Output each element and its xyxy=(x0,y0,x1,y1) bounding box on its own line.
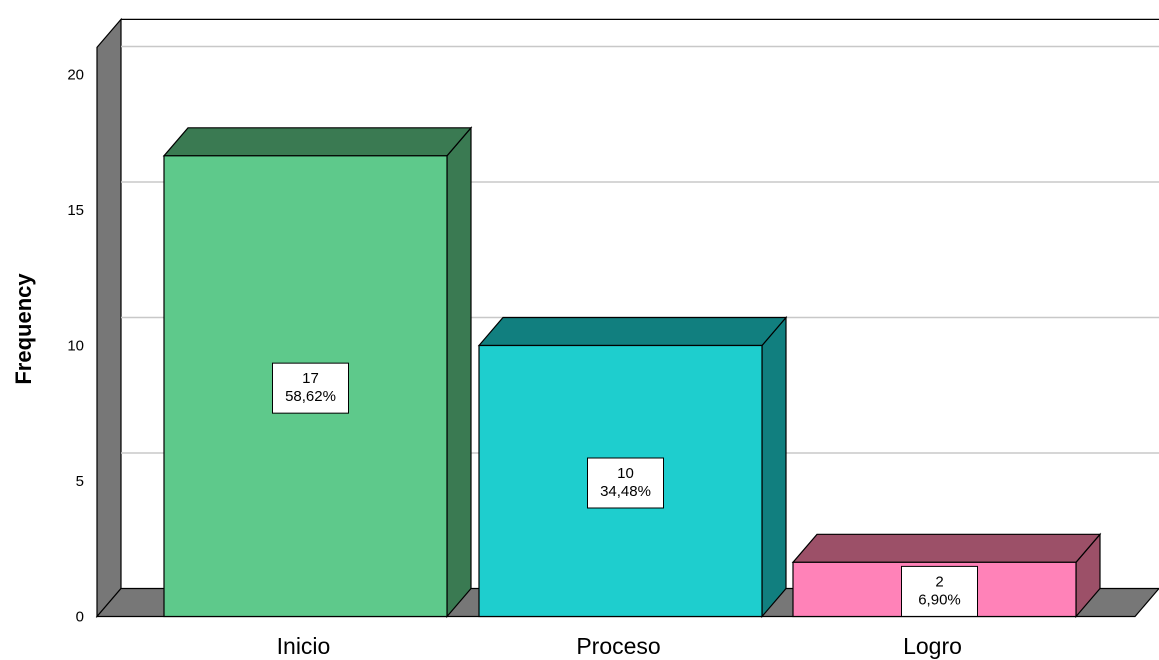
data-label-count: 10 xyxy=(617,465,634,482)
data-label-percent: 58,62% xyxy=(285,388,336,405)
y-tick-label: 15 xyxy=(67,202,84,219)
bar-top-face xyxy=(791,533,1102,563)
data-label-box xyxy=(587,457,664,509)
x-tick-label: Inicio xyxy=(277,633,331,659)
x-tick-label: Logro xyxy=(903,633,962,659)
y-tick-label: 10 xyxy=(67,338,84,355)
x-axis-ticks: Inicio Proceso Logro xyxy=(277,633,962,659)
bar-top-face xyxy=(477,316,788,347)
data-label-percent: 6,90% xyxy=(918,591,961,608)
bar-side-face xyxy=(761,315,787,619)
bar-top-face xyxy=(162,127,473,157)
y-tick-label: 20 xyxy=(67,67,84,84)
y-tick-label: 5 xyxy=(76,473,84,490)
data-label-percent: 34,48% xyxy=(600,483,651,500)
data-label-box xyxy=(272,362,349,414)
y-tick-label: 0 xyxy=(76,609,84,626)
data-label-box xyxy=(901,565,978,617)
data-label-count: 2 xyxy=(935,573,943,590)
y-axis-label: Frequency xyxy=(11,273,36,385)
bar-logro: 26,90% xyxy=(791,532,1102,619)
data-label: 26,90% xyxy=(901,565,978,617)
y-axis-ticks: 0 5 10 15 20 xyxy=(67,67,84,626)
data-label-count: 17 xyxy=(302,370,319,387)
left-wall xyxy=(96,17,122,619)
x-tick-label: Proceso xyxy=(576,633,660,659)
bar-side-face xyxy=(446,126,472,619)
